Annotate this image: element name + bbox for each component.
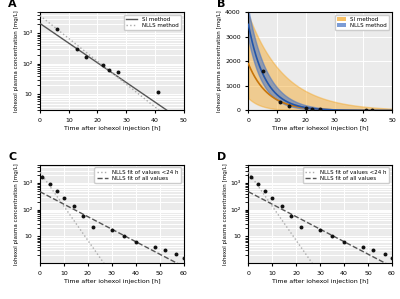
Point xyxy=(61,196,67,201)
Point xyxy=(277,100,283,104)
Point xyxy=(269,196,276,201)
Text: A: A xyxy=(8,0,17,9)
Point xyxy=(132,240,139,245)
Y-axis label: Iohexol plasma concentration [mg/L]: Iohexol plasma concentration [mg/L] xyxy=(223,163,228,265)
Point xyxy=(248,175,254,179)
Point xyxy=(74,46,80,51)
Y-axis label: Iohexol plasma concentration [mg/L]: Iohexol plasma concentration [mg/L] xyxy=(14,163,19,265)
Point xyxy=(106,67,112,72)
Text: C: C xyxy=(8,152,16,162)
Legend: NLLS fit of values <24 h, NLLS fit of all values: NLLS fit of values <24 h, NLLS fit of al… xyxy=(94,167,181,183)
Point xyxy=(114,69,121,74)
Point xyxy=(370,248,376,253)
Point xyxy=(80,213,86,218)
Point xyxy=(152,245,158,249)
Point xyxy=(100,62,106,67)
Point xyxy=(317,227,323,232)
Point xyxy=(173,252,180,257)
Text: D: D xyxy=(217,152,226,162)
Point xyxy=(382,252,388,257)
Legend: SI method, NLLS method: SI method, NLLS method xyxy=(335,15,389,30)
Point xyxy=(369,108,375,113)
Point xyxy=(302,106,309,110)
Point xyxy=(155,90,161,94)
Point xyxy=(389,256,395,261)
Point xyxy=(54,189,60,194)
Point xyxy=(329,234,335,239)
Point xyxy=(161,248,168,253)
Point xyxy=(262,189,268,194)
Point xyxy=(363,108,369,112)
Point xyxy=(54,27,60,31)
Point xyxy=(255,182,261,187)
Point xyxy=(341,240,347,245)
Point xyxy=(308,106,315,111)
Point xyxy=(39,175,46,179)
Point xyxy=(83,54,89,59)
Point xyxy=(260,69,266,74)
Point xyxy=(288,213,295,218)
Point xyxy=(317,106,323,111)
X-axis label: Time after iohexol injection [h]: Time after iohexol injection [h] xyxy=(272,126,368,131)
Point xyxy=(298,225,304,230)
Y-axis label: Iohexol plasma concentration [mg/L]: Iohexol plasma concentration [mg/L] xyxy=(217,10,222,112)
X-axis label: Time after iohexol injection [h]: Time after iohexol injection [h] xyxy=(64,279,160,283)
Point xyxy=(285,103,292,108)
Point xyxy=(70,204,77,208)
Legend: NLLS fit of values <24 h, NLLS fit of all values: NLLS fit of values <24 h, NLLS fit of al… xyxy=(303,167,389,183)
Point xyxy=(180,256,187,261)
Legend: SI method, NLLS method: SI method, NLLS method xyxy=(124,15,181,30)
Point xyxy=(46,182,53,187)
Point xyxy=(121,234,127,239)
Point xyxy=(90,225,96,230)
X-axis label: Time after iohexol injection [h]: Time after iohexol injection [h] xyxy=(272,279,368,283)
X-axis label: Time after iohexol injection [h]: Time after iohexol injection [h] xyxy=(64,126,160,131)
Point xyxy=(360,245,366,249)
Text: B: B xyxy=(217,0,225,9)
Point xyxy=(279,204,285,208)
Y-axis label: Iohexol plasma concentration [mg/L]: Iohexol plasma concentration [mg/L] xyxy=(14,10,19,112)
Point xyxy=(109,227,115,232)
